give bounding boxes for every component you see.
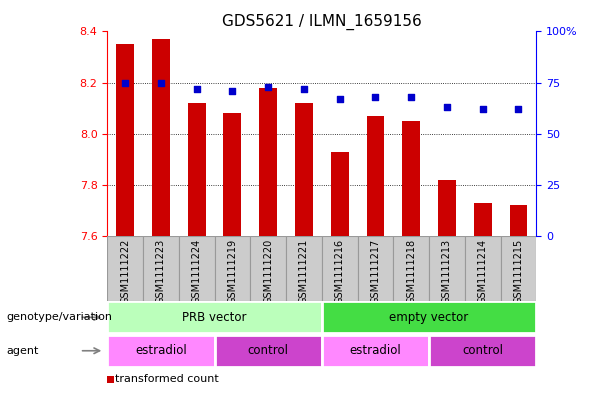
Bar (107, 335, 215, 367)
Text: GSM1111221: GSM1111221 (299, 239, 309, 304)
Text: genotype/variation: genotype/variation (6, 312, 112, 322)
Text: GSM1111215: GSM1111215 (514, 239, 524, 304)
Bar (250, 236, 286, 301)
Text: GSM1111223: GSM1111223 (156, 239, 166, 304)
Bar (465, 236, 501, 301)
Point (370, 94, 380, 100)
Point (514, 106, 524, 112)
Point (192, 86, 202, 92)
Point (335, 96, 345, 102)
Bar (295, 103, 313, 236)
Text: GSM1111224: GSM1111224 (192, 239, 202, 304)
Point (120, 79, 130, 86)
Text: estradiol: estradiol (135, 344, 187, 357)
Bar (188, 103, 205, 236)
Text: control: control (462, 344, 503, 357)
Point (156, 79, 166, 86)
Bar (402, 121, 420, 236)
Bar (224, 113, 242, 236)
Text: GSM1111216: GSM1111216 (335, 239, 345, 304)
Text: GSM1111219: GSM1111219 (227, 239, 237, 304)
Text: GSM1111217: GSM1111217 (370, 239, 381, 304)
Bar (322, 236, 357, 301)
Text: control: control (248, 344, 289, 357)
Point (478, 106, 488, 112)
Bar (394, 236, 429, 301)
Text: GSM1111222: GSM1111222 (120, 239, 130, 305)
Text: GSM1111220: GSM1111220 (263, 239, 273, 304)
Bar (501, 236, 536, 301)
Point (442, 104, 452, 110)
Point (227, 88, 237, 94)
Bar (322, 301, 536, 333)
Point (406, 94, 416, 100)
Bar (474, 202, 492, 236)
Bar (429, 236, 465, 301)
Text: PRB vector: PRB vector (182, 311, 247, 324)
Text: GSM1111214: GSM1111214 (478, 239, 488, 304)
Text: GSM1111213: GSM1111213 (442, 239, 452, 304)
Bar (107, 301, 322, 333)
Bar (438, 180, 456, 236)
Bar (367, 116, 384, 236)
Bar (357, 236, 394, 301)
Bar (286, 236, 322, 301)
Bar (215, 236, 250, 301)
Point (299, 86, 309, 92)
Text: GSM1111218: GSM1111218 (406, 239, 416, 304)
Bar (509, 205, 527, 236)
Title: GDS5621 / ILMN_1659156: GDS5621 / ILMN_1659156 (222, 14, 422, 30)
Bar (107, 236, 143, 301)
Bar (429, 335, 536, 367)
Bar (152, 39, 170, 236)
Text: transformed count: transformed count (115, 374, 219, 384)
Bar (331, 151, 349, 236)
Bar (215, 335, 322, 367)
Text: estradiol: estradiol (349, 344, 402, 357)
Bar (259, 88, 277, 236)
Bar (116, 44, 134, 236)
Point (264, 83, 273, 90)
Text: agent: agent (6, 346, 39, 356)
Bar (179, 236, 215, 301)
Bar (143, 236, 179, 301)
Text: empty vector: empty vector (389, 311, 469, 324)
Bar (322, 335, 429, 367)
